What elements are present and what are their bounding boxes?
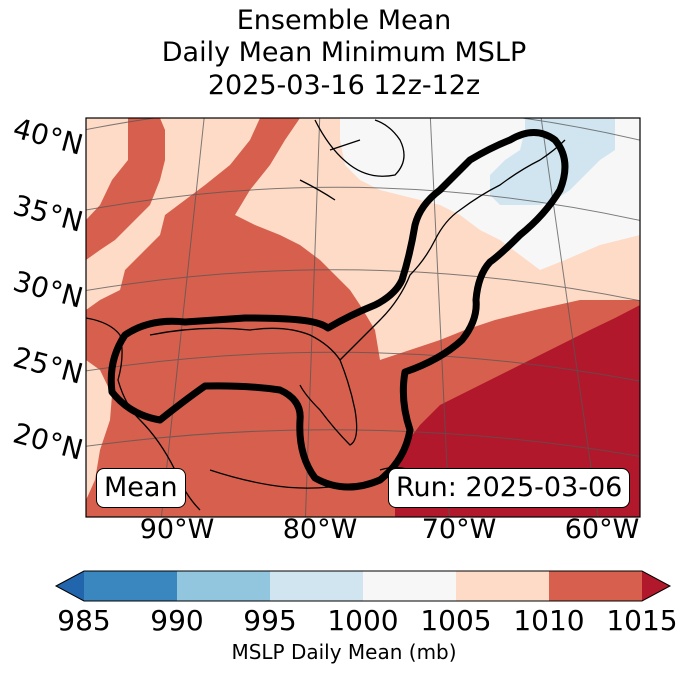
title-line-2: Daily Mean Minimum MSLP xyxy=(161,37,527,68)
colorbar-bin-985-990 xyxy=(84,571,177,601)
colorbar-label: MSLP Daily Mean (mb) xyxy=(231,640,457,664)
colorbar-outline xyxy=(54,570,672,602)
colorbar-tick-1000: 1000 xyxy=(327,604,399,637)
field-over-1015 xyxy=(395,305,640,517)
colorbar-bin-1005-1010 xyxy=(456,571,549,601)
field-1005-1010-southwest xyxy=(86,360,112,500)
lon-label-70w: 70°W xyxy=(421,514,497,545)
colorbar-tick-1005: 1005 xyxy=(420,604,492,637)
lon-label-80w: 80°W xyxy=(282,514,358,545)
graticule xyxy=(86,118,640,517)
field-995-1000 xyxy=(490,118,615,205)
colorbar-bin-1010-1015 xyxy=(549,571,642,601)
title-line-1: Ensemble Mean xyxy=(236,5,452,36)
colorbar-extend-high xyxy=(642,571,670,601)
colorbar-bin-1000-1005 xyxy=(363,571,456,601)
field-1005-1010-north xyxy=(86,118,260,310)
lon-label-90w: 90°W xyxy=(139,514,215,545)
colorbar-tick-1015: 1015 xyxy=(606,604,678,637)
lon-label-60w: 60°W xyxy=(564,514,640,545)
stat-label-box: Mean xyxy=(96,468,186,508)
map-frame xyxy=(85,117,641,518)
colorbar-tick-1010: 1010 xyxy=(513,604,585,637)
colorbar-tick-995: 995 xyxy=(243,604,297,637)
colorbar-extend-low xyxy=(56,571,84,601)
colorbar-tick-990: 990 xyxy=(150,604,204,637)
mslp-contour xyxy=(107,129,569,491)
colorbar-bin-990-995 xyxy=(177,571,270,601)
colorbar-bin-995-1000 xyxy=(270,571,363,601)
run-label-box: Run: 2025-03-06 xyxy=(388,468,631,508)
field-1005-1010-northwest xyxy=(86,118,128,220)
title-line-3: 2025-03-16 12z-12z xyxy=(207,70,481,101)
colorbar-tick-985: 985 xyxy=(57,604,111,637)
